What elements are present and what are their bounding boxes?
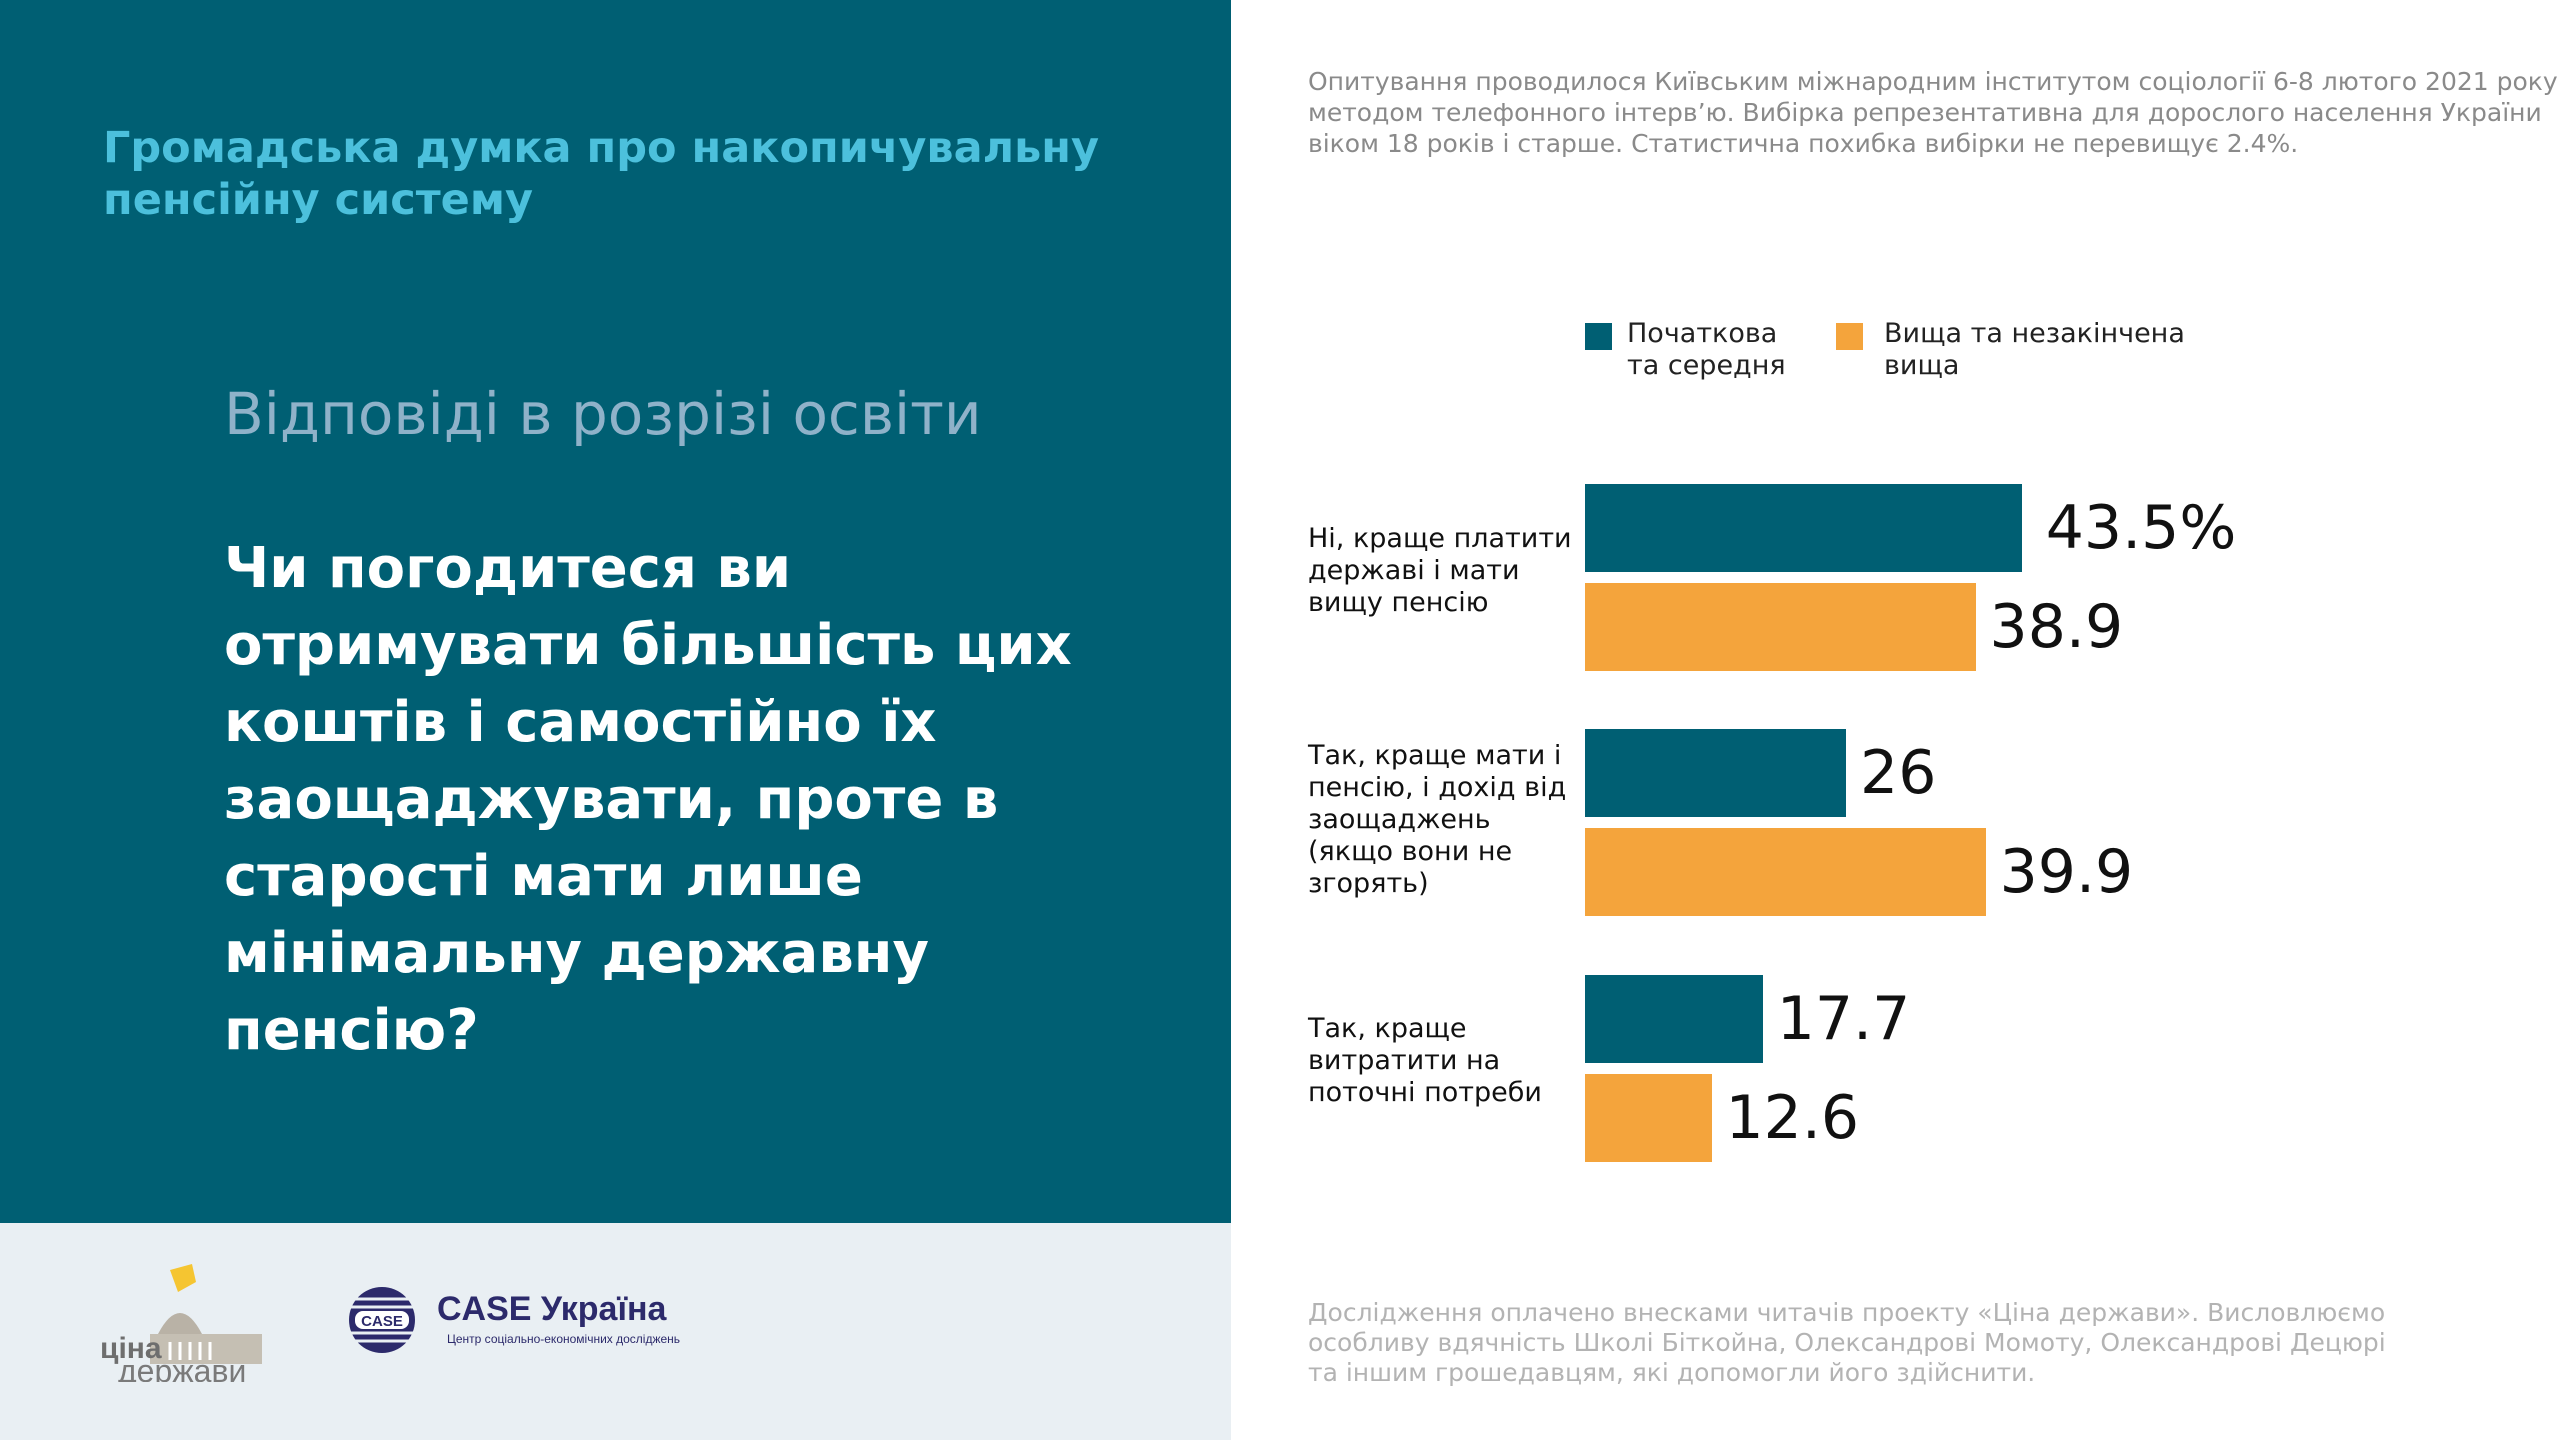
thanks-note: Дослідження оплачено внесками читачів пр…	[1308, 1298, 2386, 1387]
bar-basic	[1585, 975, 1763, 1063]
logo2-name: CASE Україна	[437, 1290, 668, 1328]
logo1-top: ціна	[100, 1332, 162, 1365]
logo2-badge: CASE	[361, 1313, 403, 1330]
page-title: Громадська думка про накопичувальну пенс…	[103, 123, 1100, 225]
category-label: Ні, краще платити державі і мати вищу пе…	[1308, 523, 1572, 618]
left-panel: Громадська думка про накопичувальну пенс…	[0, 0, 1231, 1223]
data-label: 39.9	[1999, 837, 2134, 907]
data-label: 12.6	[1725, 1083, 1860, 1153]
question: Чи погодитеся ви отримувати більшість ци…	[224, 536, 1072, 1063]
bar-higher	[1585, 828, 1986, 916]
footer-band: ціна держави CASE CASE Україна Центр соц…	[0, 1223, 1231, 1440]
case-ukraine-logo: CASE CASE Україна Центр соціально-економ…	[345, 1285, 705, 1359]
data-label: 26	[1860, 738, 1937, 808]
logo2-tagline: Центр соціально-економічних досліджень	[447, 1332, 680, 1346]
data-label: 38.9	[1989, 592, 2124, 662]
legend-label-higher: Вища та незакінчена вища	[1884, 318, 2185, 381]
data-label: 17.7	[1776, 984, 1911, 1054]
legend-label-basic: Початкова та середня	[1627, 318, 1786, 381]
survey-note: Опитування проводилося Київським міжнаро…	[1308, 67, 2558, 158]
legend-swatch-basic	[1585, 323, 1612, 350]
data-label: 43.5%	[2045, 493, 2237, 563]
tsina-derzhavy-logo: ціна держави	[100, 1262, 270, 1389]
subtitle: Відповіді в розрізі освіти	[224, 380, 982, 448]
bar-higher	[1585, 1074, 1712, 1162]
category-label: Так, краще витратити на поточні потреби	[1308, 1013, 1542, 1108]
bar-basic	[1585, 484, 2022, 572]
category-label: Так, краще мати і пенсію, і дохід від за…	[1308, 740, 1567, 899]
legend-swatch-higher	[1836, 323, 1863, 350]
logo1-bottom: держави	[118, 1353, 246, 1382]
bar-higher	[1585, 583, 1976, 671]
bar-basic	[1585, 729, 1847, 817]
